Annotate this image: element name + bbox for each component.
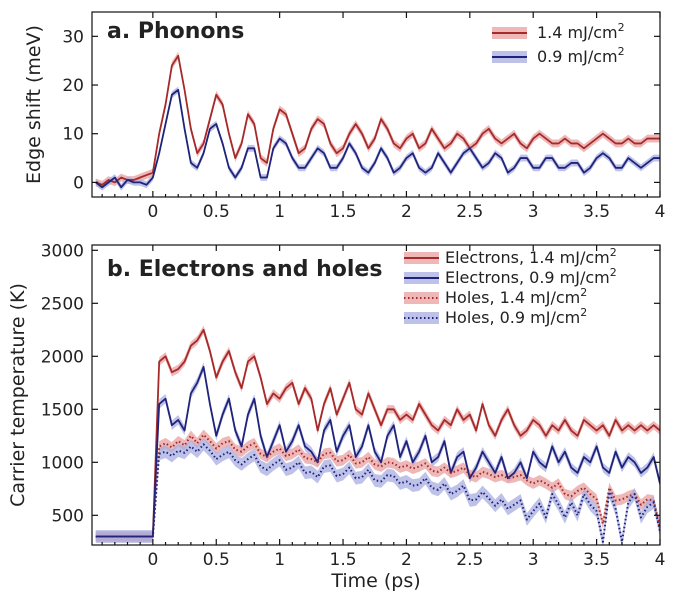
legend-label-b-3: Holes, 0.9 mJ/cm2 [445, 306, 587, 327]
legend-label-a-0-superscript: 2 [618, 21, 625, 34]
legend-label-a-1-text: 0.9 mJ/cm [537, 47, 618, 66]
y-tick-label-b: 1000 [41, 453, 84, 473]
x-tick-label-a: 3 [528, 202, 539, 222]
error-band-a-1 [95, 86, 660, 191]
y-tick-label-a: 30 [62, 27, 84, 47]
x-tick-label-a: 0 [147, 202, 158, 222]
error-band-b-2 [95, 429, 660, 542]
legend-label-a-1: 0.9 mJ/cm2 [537, 45, 625, 66]
carrier-series-lines [95, 328, 660, 543]
y-tick-label-b: 2500 [41, 294, 84, 314]
x-tick-label-b: 1.5 [330, 550, 357, 570]
legend-label-b-1-text: Electrons, 0.9 mJ/cm [445, 268, 610, 287]
x-tick-label-b: 0.5 [203, 550, 230, 570]
x-tick-label-a: 2 [401, 202, 412, 222]
legend-label-a-0: 1.4 mJ/cm2 [537, 21, 625, 42]
legend-label-b-0-text: Electrons, 1.4 mJ/cm [445, 248, 610, 267]
legend-label-b-3-superscript: 2 [580, 306, 587, 319]
phonon-panel-title: a. Phonons [107, 19, 244, 44]
legend-label-b-1: Electrons, 0.9 mJ/cm2 [445, 266, 617, 287]
legend-label-b-2-superscript: 2 [580, 286, 587, 299]
legend-label-b-2: Holes, 1.4 mJ/cm2 [445, 286, 587, 307]
legend-label-a-0-text: 1.4 mJ/cm [537, 23, 618, 42]
panel-phonons: 0 0.5 1 1.5 2 2.5 3 3.5 4 0 10 20 30 a. Phonons Edg… [23, 11, 666, 222]
phonon-plot-frame [91, 11, 661, 198]
error-band-b-3 [95, 437, 660, 545]
x-tick-label-b: 1 [274, 550, 285, 570]
y-tick-label-b: 3000 [41, 241, 84, 261]
legend-label-b-2-text: Holes, 1.4 mJ/cm [445, 288, 580, 307]
y-tick-label-a: 10 [62, 125, 84, 145]
carrier-plot-frame [91, 244, 661, 546]
y-tick-label-a: 20 [62, 76, 84, 96]
legend-label-b-0: Electrons, 1.4 mJ/cm2 [445, 246, 617, 267]
legend-label-a-1-superscript: 2 [618, 45, 625, 58]
x-tick-label-b: 2 [401, 550, 412, 570]
x-tick-label-a: 0.5 [203, 202, 230, 222]
legend-label-b-3-text: Holes, 0.9 mJ/cm [445, 308, 580, 327]
carrier-y-ticks: 500 1000 1500 2000 2500 3000 [41, 241, 660, 526]
carrier-y-axis-label: Carrier temperature (K) [7, 283, 29, 507]
x-tick-label-a: 1 [274, 202, 285, 222]
x-tick-label-b: 0 [147, 550, 158, 570]
y-tick-label-b: 500 [52, 506, 84, 526]
carrier-x-axis-label: Time (ps) [330, 570, 420, 592]
series-line-b-0 [95, 328, 660, 538]
y-tick-label-b: 1500 [41, 400, 84, 420]
phonon-y-axis-label: Edge shift (meV) [23, 25, 45, 184]
x-tick-label-b: 3 [528, 550, 539, 570]
panel-electrons-holes: 0 0.5 1 1.5 2 2.5 3 3.5 4 500 1000 1500 2000 2500 300… [7, 241, 665, 592]
x-tick-label-a: 1.5 [330, 202, 357, 222]
phonon-x-ticks: 0 0.5 1 1.5 2 2.5 3 3.5 4 [101, 12, 666, 222]
series-line-b-1 [95, 366, 660, 538]
carrier-error-bands [95, 325, 660, 545]
x-tick-label-b: 4 [655, 550, 666, 570]
phonon-series-lines [95, 54, 660, 189]
series-line-b-3 [95, 443, 660, 543]
y-tick-label-a: 0 [73, 173, 84, 193]
x-tick-label-b: 2.5 [456, 550, 483, 570]
series-line-b-2 [95, 433, 660, 538]
x-tick-label-a: 4 [655, 202, 666, 222]
series-line-a-0 [95, 54, 660, 186]
legend-label-b-1-superscript: 2 [610, 266, 617, 279]
carrier-panel-title: b. Electrons and holes [107, 257, 382, 282]
phonon-error-bands [95, 51, 660, 191]
x-tick-label-a: 3.5 [583, 202, 610, 222]
x-tick-label-b: 3.5 [583, 550, 610, 570]
legend-label-b-0-superscript: 2 [610, 246, 617, 259]
y-tick-label-b: 2000 [41, 347, 84, 367]
series-line-a-1 [95, 88, 660, 189]
x-tick-label-a: 2.5 [456, 202, 483, 222]
error-band-b-0 [95, 325, 660, 541]
phonon-y-ticks: 0 10 20 30 [62, 27, 660, 193]
carrier-x-ticks: 0 0.5 1 1.5 2 2.5 3 3.5 4 [101, 245, 666, 570]
